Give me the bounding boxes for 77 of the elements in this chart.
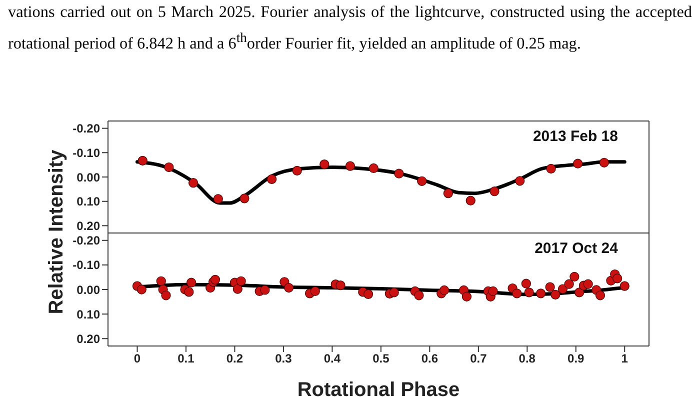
point (490, 186, 500, 196)
point (524, 288, 534, 298)
point (161, 290, 171, 300)
point (232, 284, 242, 294)
point (184, 287, 194, 297)
point (574, 288, 584, 298)
text: vations carried out on 5 March 2025. Fourier analysis of the lightcurve, constructed using the accepted rotational period of 6.842 h and a 6$^{th}$order Fourier fit, yielded an amplitude of 0.25 mag. (8, 2, 692, 54)
point (336, 280, 346, 290)
point (310, 286, 320, 296)
point (266, 174, 277, 184)
point (188, 178, 198, 188)
point (599, 158, 609, 168)
point (620, 281, 630, 291)
point (512, 288, 522, 298)
point (345, 161, 356, 171)
y-tick-label: 0.20 (76, 332, 100, 346)
point (545, 282, 555, 292)
x-tick-label: 0.5 (372, 352, 390, 366)
point (394, 168, 404, 178)
y-tick-label: 0.00 (76, 282, 100, 297)
y-axis-title: Relative Intensity (46, 150, 68, 314)
point (558, 284, 568, 294)
point (240, 194, 250, 204)
x-tick-label: 0.1 (178, 352, 195, 366)
point (536, 288, 546, 298)
point (260, 285, 270, 295)
point (138, 156, 148, 166)
point (443, 188, 454, 198)
x-tick-label: 0 (134, 352, 141, 366)
y-tick-label: -0.10 (72, 258, 100, 272)
x-tick-label: 0.8 (518, 352, 536, 366)
x-tick-label: 0.9 (568, 352, 585, 366)
point (488, 286, 498, 296)
point (466, 196, 476, 206)
point (284, 282, 294, 293)
point (570, 272, 580, 282)
y-tick-label: 0.10 (76, 194, 100, 209)
point (439, 285, 450, 296)
point (573, 158, 583, 168)
point (389, 288, 399, 298)
point (564, 279, 574, 289)
x-tick-label: 0.2 (226, 352, 244, 366)
y-tick-label: 0.20 (76, 218, 100, 233)
point (462, 292, 472, 302)
point (236, 276, 246, 286)
x-tick-label: 0.3 (275, 352, 292, 366)
y-tick-label: -0.20 (72, 122, 100, 136)
point (164, 162, 174, 172)
y-tick-label: -0.20 (72, 234, 100, 248)
y-tick-label: 0.10 (76, 307, 100, 322)
point (210, 274, 220, 284)
point (595, 290, 606, 300)
x-tick-label: 1 (621, 352, 628, 366)
point (320, 160, 330, 170)
point (292, 166, 302, 176)
point (156, 276, 166, 286)
x-tick-label: 0.6 (421, 352, 438, 366)
point (186, 278, 196, 288)
x-axis-title: Rotational Phase (297, 379, 460, 397)
x-tick-label: 0.4 (324, 352, 341, 366)
text: 2013 Feb 18 (532, 128, 618, 145)
point (417, 176, 427, 186)
point (546, 164, 556, 174)
point (363, 289, 374, 299)
y-tick-label: -0.10 (72, 146, 100, 160)
point (213, 194, 223, 204)
y-tick-label: 0.00 (76, 170, 100, 184)
point (583, 279, 593, 289)
point (515, 176, 525, 186)
point (414, 290, 424, 300)
point (612, 274, 622, 284)
point (521, 278, 531, 288)
point (136, 284, 146, 294)
point (550, 290, 560, 300)
text: 2017 Oct 24 (534, 240, 618, 257)
x-tick-label: 0.7 (470, 352, 488, 366)
point (368, 163, 378, 174)
